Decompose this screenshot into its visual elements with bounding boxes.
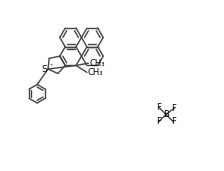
Text: F: F (172, 104, 177, 113)
Text: F: F (156, 103, 161, 112)
Text: F: F (171, 117, 176, 127)
Text: S: S (41, 65, 47, 74)
Text: F: F (156, 117, 161, 127)
Text: CH₃: CH₃ (89, 59, 105, 68)
Text: B: B (163, 110, 169, 119)
Text: CH₃: CH₃ (88, 68, 103, 77)
Text: $^+$: $^+$ (49, 63, 55, 69)
